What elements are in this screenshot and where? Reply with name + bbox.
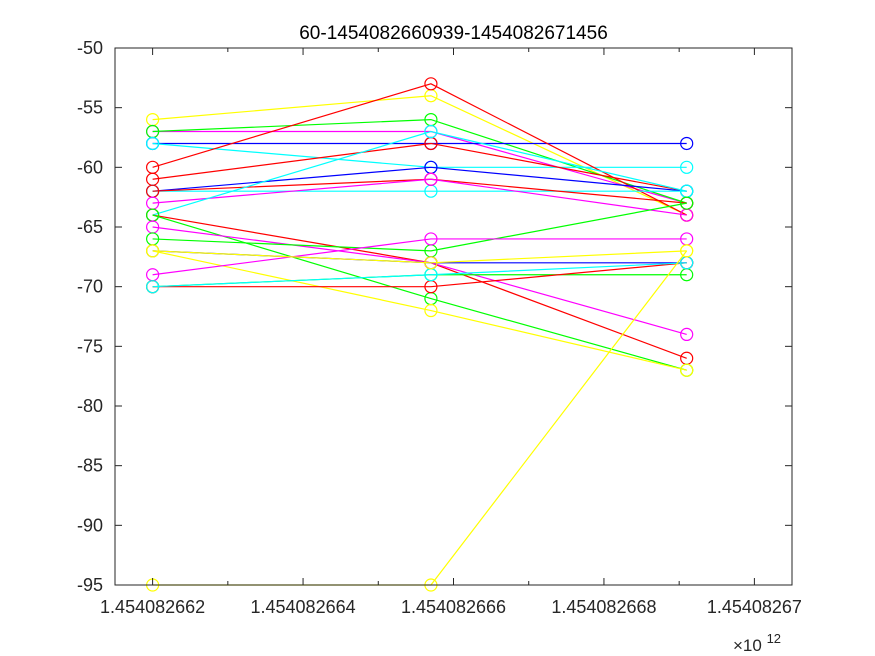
data-point xyxy=(424,124,438,139)
series-line xyxy=(152,262,687,288)
x-tick-label: 1.454082668 xyxy=(551,597,656,617)
series-line xyxy=(152,142,687,192)
data-point xyxy=(424,303,438,318)
y-tick-label: -90 xyxy=(77,515,103,535)
data-point xyxy=(680,136,694,151)
series-line xyxy=(152,262,687,288)
x-axis-exponent-power: 12 xyxy=(767,631,781,646)
series-line xyxy=(152,238,687,276)
series-layer xyxy=(146,77,694,592)
data-point xyxy=(424,256,438,270)
y-tick-label: -70 xyxy=(77,277,103,297)
data-point xyxy=(680,244,694,258)
y-tick-label: -80 xyxy=(77,396,103,416)
data-point xyxy=(424,172,438,186)
x-axis-exponent-base: ×10 xyxy=(733,636,762,655)
series-line xyxy=(152,178,687,216)
x-axis-exponent: ×10 12 xyxy=(733,631,781,655)
chart-title: 60-1454082660939-1454082671456 xyxy=(299,23,608,44)
series-line xyxy=(152,130,687,216)
data-point xyxy=(680,363,694,377)
x-tick-label: 1.454082666 xyxy=(401,597,506,617)
series-23 xyxy=(146,244,694,270)
y-tick-label: -50 xyxy=(77,38,103,58)
series-21 xyxy=(146,256,694,294)
series-line xyxy=(152,250,687,264)
y-tick-label: -60 xyxy=(77,157,103,177)
data-point xyxy=(146,280,160,294)
data-point xyxy=(680,196,694,210)
series-line xyxy=(152,166,687,192)
data-point xyxy=(146,244,160,258)
y-tick-label: -95 xyxy=(77,575,103,595)
data-point xyxy=(680,160,694,174)
y-tick-label: -55 xyxy=(77,98,103,118)
series-line xyxy=(152,250,687,371)
series-line xyxy=(152,202,687,252)
y-tick-label: -75 xyxy=(77,336,103,356)
y-tick-label: -65 xyxy=(77,217,103,237)
x-tick-label: 1.454082664 xyxy=(251,597,356,617)
data-point xyxy=(680,327,694,341)
x-tick-label: 1.45408267 xyxy=(707,597,802,617)
data-point xyxy=(424,77,438,91)
data-point xyxy=(146,136,160,151)
x-tick-label: 1.454082662 xyxy=(100,597,205,617)
axes-layer: 1.454082662 1.454082664 1.454082666 1.45408… xyxy=(77,38,802,617)
data-point xyxy=(424,232,438,246)
y-tick-label: -85 xyxy=(77,456,103,476)
